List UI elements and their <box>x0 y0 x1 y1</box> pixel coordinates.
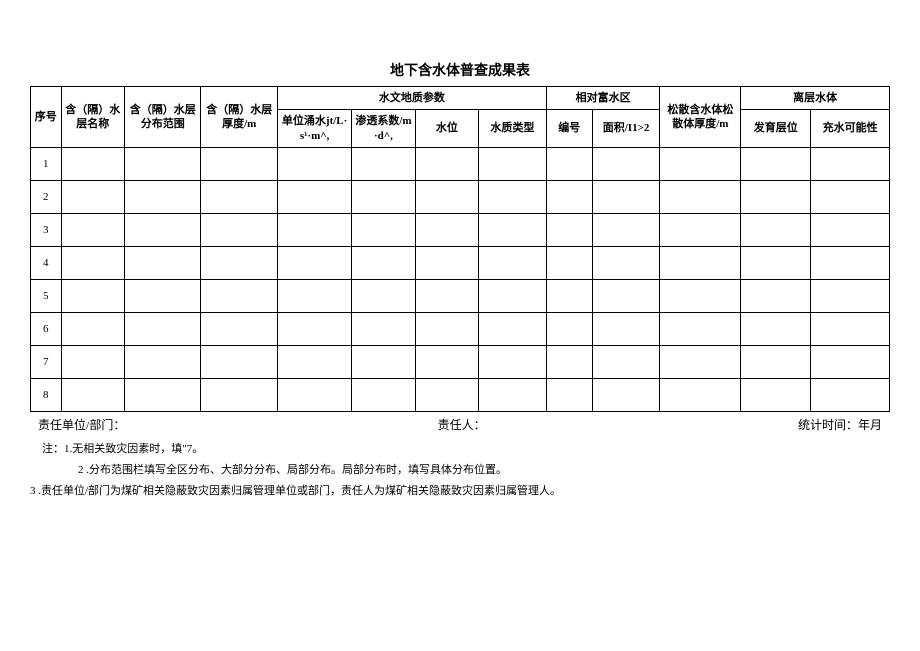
table-row: 1 <box>31 147 890 180</box>
row-seq: 8 <box>31 378 62 411</box>
row-seq: 4 <box>31 246 62 279</box>
col-loose: 松散含水体松散体厚度/m <box>660 87 741 148</box>
table-row: 3 <box>31 213 890 246</box>
col-rid: 编号 <box>546 110 592 148</box>
col-area: 面积/I1>2 <box>592 110 660 148</box>
table-body: 1 2 3 4 5 6 7 8 <box>31 147 890 411</box>
col-rich-group: 相对富水区 <box>546 87 660 110</box>
col-thick: 含（隔）水层厚度/m <box>201 87 278 148</box>
col-wtype: 水质类型 <box>479 110 547 148</box>
survey-table: 序号 含（隔）水层名称 含（隔）水层分布范围 含（隔）水层厚度/m 水文地质参数… <box>30 86 890 412</box>
footer-row: 责任单位/部门： 责任人： 统计时间：年月 <box>30 416 890 433</box>
col-unit-water: 单位涌水jt/L·s¹·m^, <box>277 110 351 148</box>
note-3: 3 .责任单位/部门为煤矿相关隐蔽致灾因素归属管理单位或部门，责任人为煤矿相关隐… <box>30 481 890 502</box>
footer-time: 统计时间：年月 <box>798 416 882 433</box>
col-strata-group: 离层水体 <box>741 87 890 110</box>
notes: 注：1.无相关致灾因素时，填"7。 2 .分布范围栏填写全区分布、大部分分布、局… <box>30 439 890 502</box>
col-seq: 序号 <box>31 87 62 148</box>
row-seq: 1 <box>31 147 62 180</box>
page-title: 地下含水体普查成果表 <box>30 60 890 80</box>
table-row: 7 <box>31 345 890 378</box>
table-row: 2 <box>31 180 890 213</box>
table-row: 6 <box>31 312 890 345</box>
col-possibility: 充水可能性 <box>811 110 890 148</box>
col-hydro-group: 水文地质参数 <box>277 87 546 110</box>
note-2: 2 .分布范围栏填写全区分布、大部分分布、局部分布。局部分布时，填写具体分布位置… <box>42 460 890 481</box>
row-seq: 6 <box>31 312 62 345</box>
table-row: 8 <box>31 378 890 411</box>
row-seq: 7 <box>31 345 62 378</box>
col-strata-dev: 发育层位 <box>741 110 811 148</box>
footer-person: 责任人： <box>438 416 486 433</box>
col-dist: 含（隔）水层分布范围 <box>124 87 201 148</box>
col-name: 含（隔）水层名称 <box>61 87 124 148</box>
row-seq: 3 <box>31 213 62 246</box>
col-perm: 渗透系数/m·d^, <box>352 110 415 148</box>
table-row: 5 <box>31 279 890 312</box>
row-seq: 2 <box>31 180 62 213</box>
note-1: 注：1.无相关致灾因素时，填"7。 <box>42 439 890 460</box>
table-row: 4 <box>31 246 890 279</box>
row-seq: 5 <box>31 279 62 312</box>
col-level: 水位 <box>415 110 478 148</box>
footer-unit: 责任单位/部门： <box>38 416 125 433</box>
